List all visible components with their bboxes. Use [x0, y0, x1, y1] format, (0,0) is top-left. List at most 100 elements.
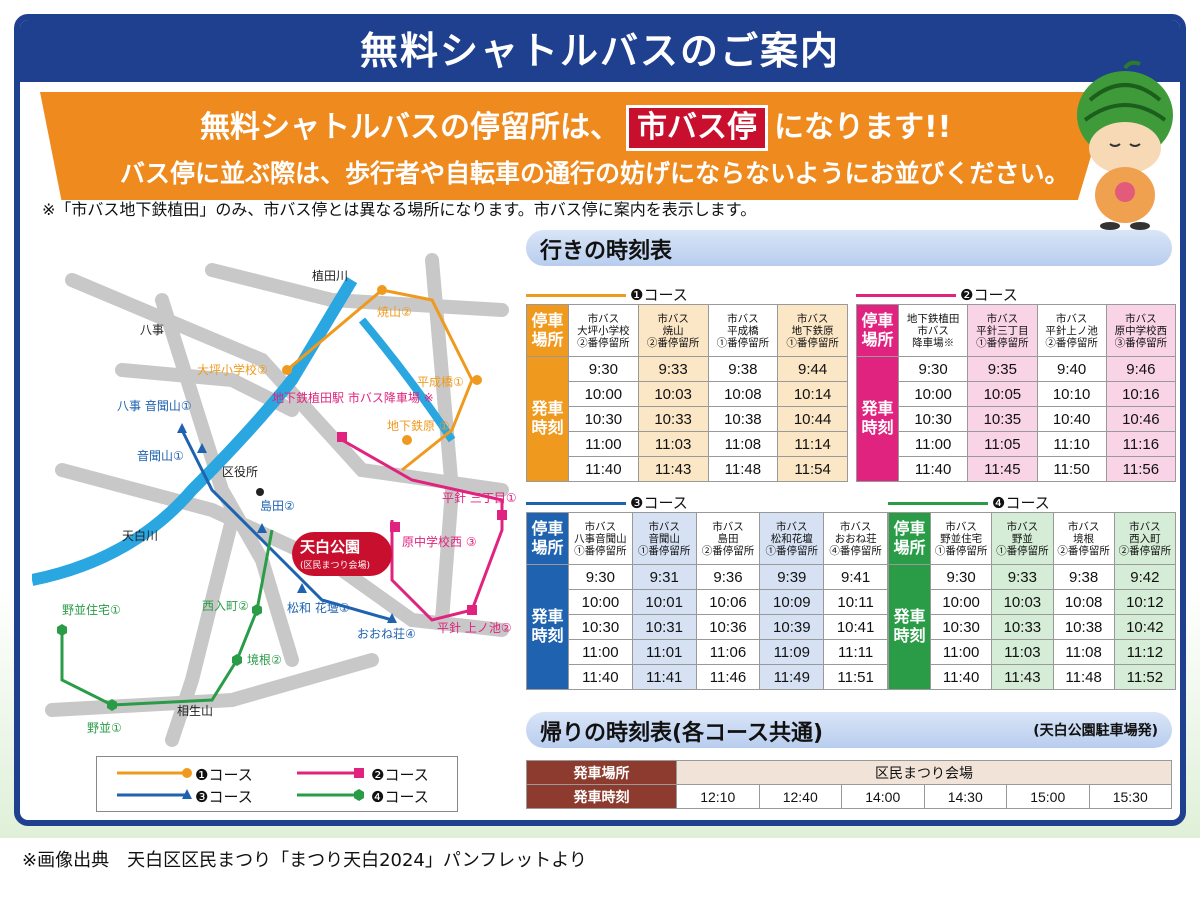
time-cell: 10:30 — [568, 614, 633, 640]
time-side-label: 発車 時刻 — [526, 564, 569, 690]
stop-header-cell: 市バス 原中学校西 ③番停留所 — [1105, 304, 1177, 357]
outbound-section-header: 行きの時刻表 — [526, 230, 1172, 266]
time-cell: 11:01 — [631, 639, 697, 665]
time-cell: 10:33 — [991, 614, 1054, 640]
time-cell: 11:52 — [1113, 664, 1177, 690]
time-cell: 10:42 — [1113, 614, 1177, 640]
return-stop-row: 発車場所 区民まつり会場 — [526, 760, 1172, 785]
course-legend: ❶コース ❷コース ❸コース ❹コース — [96, 756, 458, 812]
timetable-row: 10:30 10:33 10:38 10:42 — [889, 614, 1177, 640]
stop-nonami-jutaku — [57, 624, 67, 636]
timetable-row: 発車 時刻 9:30 9:35 9:40 9:46 — [856, 356, 1177, 482]
time-cell: 11:09 — [759, 639, 825, 665]
stop-harachu — [390, 522, 400, 532]
stop-yagoto-onkizan — [177, 423, 187, 433]
time-cell: 11:40 — [568, 456, 639, 482]
stop-ueda-station — [337, 432, 347, 442]
course-3-caption: ❸コース — [526, 492, 688, 513]
time-cell: 10:12 — [1113, 589, 1177, 615]
timetable-row: 11:40 11:43 11:48 11:52 — [889, 664, 1177, 690]
time-cell: 9:40 — [1036, 356, 1107, 382]
return-origin: (天白公園駐車場発) — [1033, 723, 1158, 739]
label-oneso: おおね荘④ — [357, 627, 416, 641]
legend-course-2-icon — [354, 768, 364, 778]
course-4-line-icon — [888, 502, 988, 505]
timetable-row: 10:00 10:05 10:10 10:16 — [857, 381, 1177, 407]
label-matsuwa: 松和 花壇① — [287, 600, 350, 615]
stop-header-cell: 市バス 地下鉄原 ①番停留所 — [777, 304, 848, 357]
stop-uenoike — [467, 605, 477, 615]
timetable-row: 11:40 11:45 11:50 11:56 — [857, 456, 1177, 482]
timetable-row: 11:40 11:43 11:48 11:54 — [527, 456, 848, 482]
stop-hirabari3 — [497, 510, 507, 520]
legend-course-1-icon — [182, 768, 192, 778]
timetable-header-row: 停車 場所 市バス 八事音聞山 ①番停留所 市バス 音聞山 ①番停留所 市バス 島田 … — [526, 512, 888, 565]
label-yakiyama: 焼山② — [377, 305, 412, 319]
label-tempaku-park-sub: (区民まつり会場) — [300, 559, 370, 571]
stop-header-cell: 市バス 平針上ノ池 ②番停留所 — [1036, 304, 1107, 357]
time-cell: 10:00 — [568, 589, 633, 615]
label-aioiyama: 相生山 — [177, 704, 213, 718]
timetable-row: 11:00 11:01 11:06 11:09 11:11 — [527, 639, 888, 665]
time-cell: 11:51 — [823, 664, 888, 690]
page-title: 無料シャトルバスのご案内 — [20, 20, 1180, 82]
label-chikatetsuhara: 地下鉄原 ① — [387, 418, 450, 433]
poster: 無料シャトルバスのご案内 無料シャトルバスの停留所は、 市バス停 になります!! バ… — [14, 14, 1186, 826]
time-cell: 9:30 — [568, 564, 633, 590]
image-source-footer: ※画像出典 天白区区民まつり「まつり天白2024」パンフレットより — [22, 850, 587, 871]
course-1-caption: ❶コース — [526, 284, 688, 305]
time-cell: 11:11 — [823, 639, 888, 665]
time-cell: 9:36 — [695, 564, 761, 590]
label-nonami-jutaku: 野並住宅① — [62, 602, 121, 617]
time-cell: 11:08 — [1052, 639, 1115, 665]
course-4-name: ❹コース — [992, 494, 1050, 512]
time-cell: 11:56 — [1105, 456, 1177, 482]
course-4-caption: ❹コース — [888, 492, 1050, 513]
timetable-row: 10:30 10:33 10:38 10:44 — [527, 406, 848, 432]
time-cell: 11:03 — [991, 639, 1054, 665]
legend-course-1: ❶コース — [195, 766, 253, 784]
stop-side-label: 停車 場所 — [888, 512, 931, 565]
notice-note: ※「市バス地下鉄植田」のみ、市バス停とは異なる場所になります。市バス停に案内を表… — [42, 200, 757, 219]
course-1-name: ❶コース — [630, 286, 688, 304]
label-sakaine: 境根② — [247, 652, 282, 667]
time-cell: 10:09 — [759, 589, 825, 615]
return-time-cell: 15:00 — [1006, 784, 1090, 809]
stop-header-cell: 市バス 大坪小学校 ②番停留所 — [568, 304, 639, 357]
time-cell: 11:05 — [967, 431, 1038, 457]
time-cell: 10:03 — [637, 381, 709, 407]
timetable-row: 発車 時刻 9:30 9:33 9:38 9:44 — [526, 356, 848, 482]
time-cell: 10:14 — [777, 381, 848, 407]
stop-side-label: 停車 場所 — [526, 304, 569, 357]
course-3-name: ❸コース — [630, 494, 688, 512]
return-time-cell: 12:10 — [676, 784, 760, 809]
notice-banner: 無料シャトルバスの停留所は、 市バス停 になります!! バス停に並ぶ際は、歩行者や自… — [40, 92, 1110, 200]
label-harachu: 原中学校西 ③ — [402, 534, 477, 549]
timetable-row: 11:00 11:05 11:10 11:16 — [857, 431, 1177, 457]
stop-side-label: 停車 場所 — [856, 304, 899, 357]
outbound-title: 行きの時刻表 — [540, 239, 673, 264]
stop-heiseibashi — [472, 375, 482, 385]
timetable-row: 発車 時刻 9:30 9:33 9:38 9:42 — [888, 564, 1177, 690]
time-cell: 9:42 — [1113, 564, 1177, 590]
course-2-line-icon — [856, 294, 956, 297]
stop-header-cell: 市バス 野並住宅 ①番停留所 — [929, 512, 993, 565]
label-ueda-station: 地下鉄植田駅 市バス降車場 ※ — [272, 390, 434, 405]
watermelon-mascot-icon — [1077, 60, 1173, 230]
time-cell: 10:35 — [967, 406, 1038, 432]
time-cell: 11:10 — [1036, 431, 1107, 457]
stop-header-cell: 市バス 平成橋 ①番停留所 — [707, 304, 779, 357]
time-cell: 10:06 — [695, 589, 761, 615]
stop-otsubo — [282, 365, 292, 375]
label-onkizan: 音聞山① — [137, 448, 184, 463]
label-yagoto-road: 八事 — [140, 323, 164, 337]
label-tempaku-park: 天白公園 — [300, 538, 360, 556]
time-cell: 11:40 — [568, 664, 633, 690]
timetable-header-row: 停車 場所 地下鉄植田 市バス 降車場※ 市バス 平針三丁目 ①番停留所 市バス 平針… — [856, 304, 1177, 357]
stop-header-cell: 市バス 焼山 ②番停留所 — [637, 304, 709, 357]
time-cell: 11:12 — [1113, 639, 1177, 665]
return-time-cell: 14:30 — [923, 784, 1007, 809]
time-cell: 11:03 — [637, 431, 709, 457]
timetable-row: 10:30 10:35 10:40 10:46 — [857, 406, 1177, 432]
timetable-row: 10:00 10:03 10:08 10:12 — [889, 589, 1177, 615]
